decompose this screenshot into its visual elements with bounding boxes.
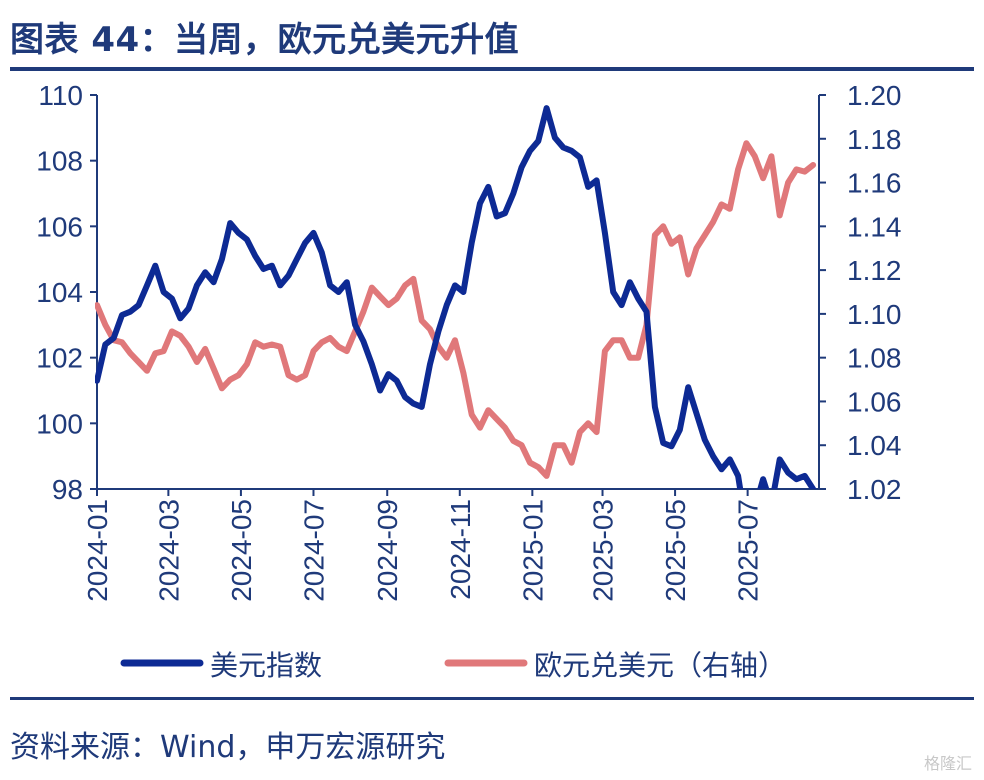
left-tick-label: 102	[36, 343, 83, 374]
watermark: 格隆汇	[923, 754, 972, 773]
series-layer	[95, 105, 817, 489]
x-tick-label: 2024-09	[372, 499, 403, 602]
right-tick-label: 1.16	[847, 168, 902, 199]
right-tick-label: 1.08	[847, 343, 902, 374]
legend-label-eurusd: 欧元兑美元（右轴）	[534, 649, 786, 682]
left-tick-label: 98	[52, 474, 83, 505]
left-tick-label: 110	[38, 80, 83, 111]
x-tick-label: 2024-05	[226, 499, 257, 602]
x-tick-label: 2025-07	[733, 499, 764, 602]
left-tick-label: 108	[36, 146, 83, 177]
right-tick-label: 1.02	[847, 474, 902, 505]
legend: 美元指数 欧元兑美元（右轴）	[120, 649, 786, 682]
x-tick-label: 2024-01	[82, 499, 113, 602]
left-tick-label: 106	[36, 211, 83, 242]
right-tick-label: 1.20	[847, 80, 902, 111]
legend-label-dxy: 美元指数	[210, 649, 322, 682]
source-divider	[10, 697, 974, 700]
x-tick-label: 2024-07	[298, 499, 329, 602]
right-tick-label: 1.18	[847, 124, 902, 155]
left-tick-label: 100	[36, 408, 83, 439]
x-tick-label: 2024-11	[445, 499, 476, 600]
chart-area: 98 100 102 104 106 108 110 1.02 1.04 1.06 1.08 1.10…	[36, 80, 901, 682]
x-tick-label: 2024-03	[153, 499, 184, 602]
right-tick-label: 1.14	[847, 211, 902, 242]
left-tick-label: 104	[36, 277, 83, 308]
title-divider	[10, 67, 974, 71]
axes-group: 98 100 102 104 106 108 110 1.02 1.04 1.06 1.08 1.10…	[36, 80, 901, 602]
series-line-eurusd	[95, 140, 817, 479]
series-line-dxy	[95, 105, 817, 489]
x-tick-label: 2025-01	[517, 499, 548, 602]
right-tick-label: 1.10	[847, 299, 902, 330]
right-tick-label: 1.06	[847, 386, 902, 417]
right-tick-label: 1.04	[847, 430, 902, 461]
x-tick-label: 2025-03	[588, 499, 619, 602]
x-tick-label: 2025-05	[660, 499, 691, 602]
source-note: 资料来源：Wind，申万宏源研究	[10, 730, 446, 765]
chart-title: 图表 44：当周，欧元兑美元升值	[10, 20, 520, 60]
right-tick-label: 1.12	[847, 255, 902, 286]
